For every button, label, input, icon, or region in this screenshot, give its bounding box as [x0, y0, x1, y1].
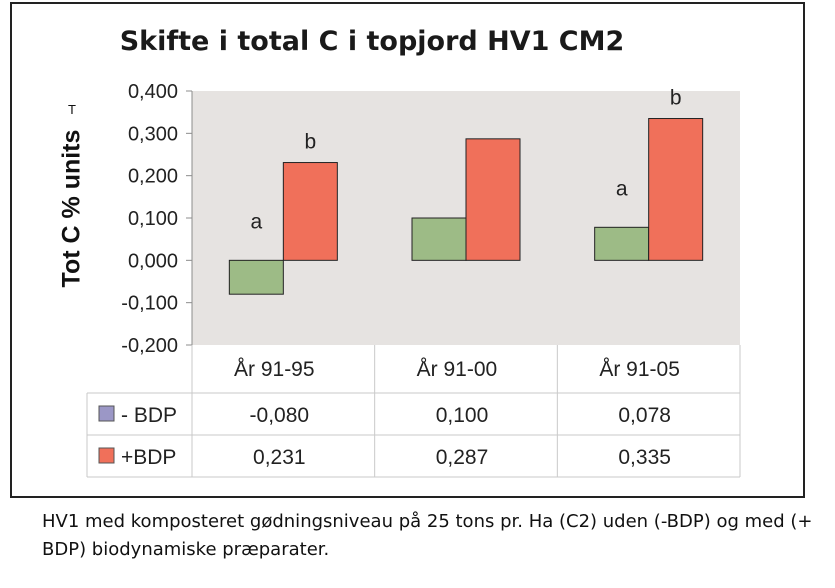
- y-tick-label: -0,200: [121, 335, 178, 357]
- legend-label: +BDP: [121, 446, 176, 469]
- bar-minus-bdp: [411, 217, 467, 261]
- figure-caption: HV1 med komposteret gødningsniveau på 25…: [42, 511, 813, 560]
- table-value: 0,287: [436, 446, 489, 469]
- bar-plus-bdp: [282, 162, 338, 261]
- bar-minus-bdp: [228, 259, 284, 295]
- chart-frame: Skifte i total C i topjord HV1 CM2 Tot C…: [10, 2, 805, 498]
- chart-title: Skifte i total C i topjord HV1 CM2: [119, 26, 625, 57]
- significance-letter: a: [250, 210, 262, 233]
- table-value: 0,231: [253, 446, 306, 469]
- legend-swatch: [98, 405, 115, 422]
- bar-plus-bdp: [465, 138, 521, 261]
- y-tick-label: 0,400: [128, 81, 178, 103]
- table-value: 0,100: [436, 404, 489, 427]
- category-label: År 91-00: [417, 358, 498, 381]
- significance-letter: b: [670, 87, 682, 110]
- y-tick-label: 0,100: [128, 208, 178, 230]
- category-label: År 91-05: [599, 358, 680, 381]
- legend-swatch: [98, 447, 115, 464]
- significance-letter: b: [304, 131, 316, 154]
- y-tick-label: 0,200: [128, 166, 178, 188]
- table-value: 0,335: [618, 446, 671, 469]
- table-value: 0,078: [618, 404, 671, 427]
- y-tick-label: 0,300: [128, 123, 178, 145]
- y-tick-label: -0,100: [121, 293, 178, 315]
- table-value: -0,080: [250, 404, 310, 427]
- significance-letter: a: [616, 177, 628, 200]
- chart-plot: 0,400 0,300 0,200 0,100 0,000 -0,100 -0,200 a b a…: [86, 81, 741, 478]
- legend-label: - BDP: [121, 404, 177, 427]
- bar-minus-bdp: [594, 226, 650, 261]
- y-tick-label: 0,000: [128, 250, 178, 272]
- y-axis-label-mark: T: [68, 102, 76, 117]
- category-label: År 91-95: [234, 358, 315, 381]
- bar-plus-bdp: [648, 118, 704, 261]
